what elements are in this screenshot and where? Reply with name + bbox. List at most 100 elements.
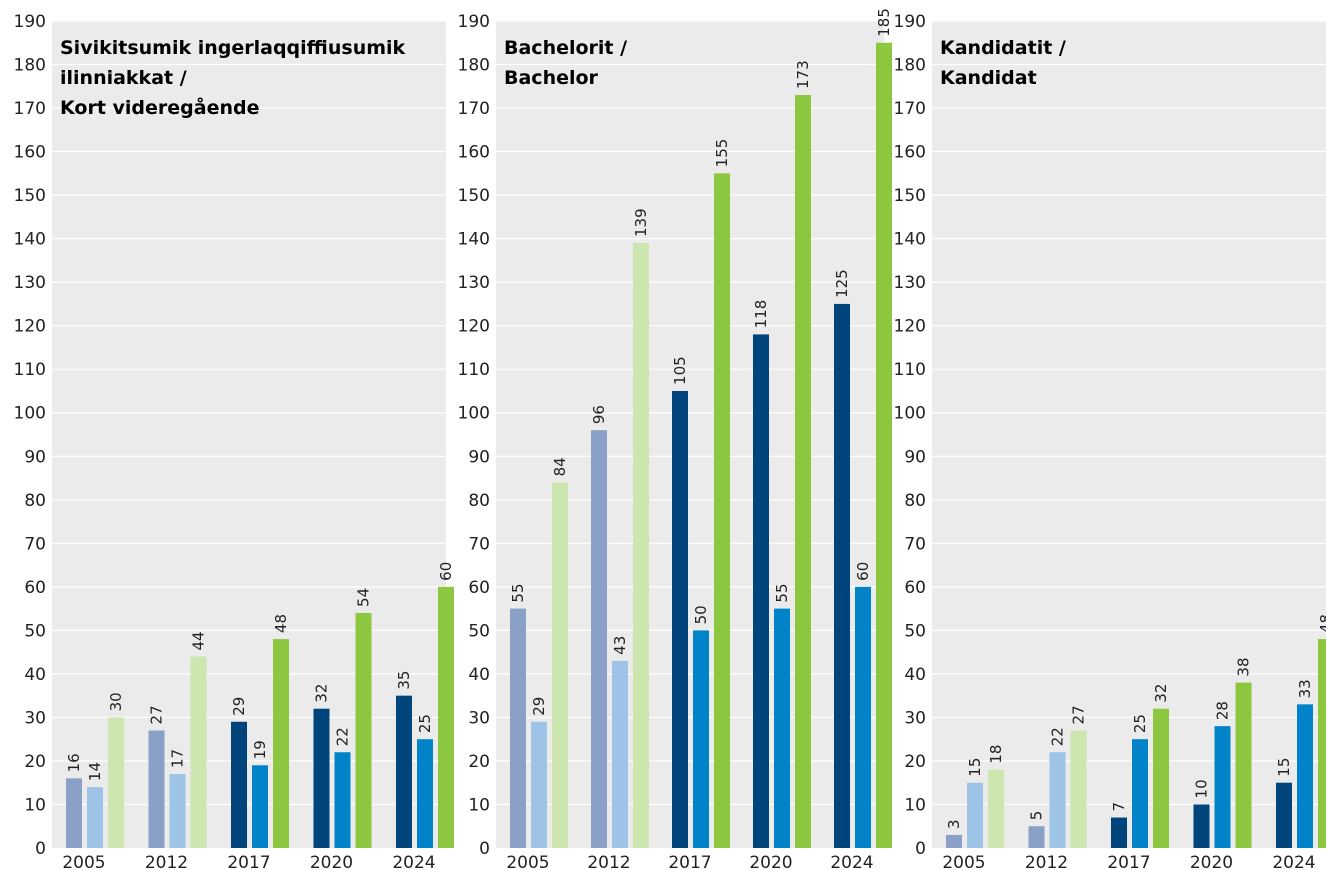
value-label: 43 [611,636,629,655]
bar [273,639,289,848]
bar [1028,826,1045,848]
y-tick-label: 0 [35,839,46,859]
y-tick-label: 170 [894,99,926,119]
y-tick-label: 170 [458,99,490,119]
y-tick-label: 160 [458,143,490,163]
bar [66,778,82,848]
value-label: 48 [272,614,290,633]
bar [190,656,207,848]
value-label: 17 [169,749,187,768]
y-tick-label: 20 [24,752,46,772]
y-tick-label: 40 [904,665,926,685]
x-tick-label: 2020 [1190,853,1233,870]
y-tick-label: 180 [458,56,490,76]
bar [438,586,454,848]
y-tick-label: 120 [458,317,490,337]
bar [169,774,186,848]
value-label: 32 [1152,684,1170,703]
bar [87,787,103,848]
chart-title: Sivikitsumik ingerlaqqiffiusumik [60,37,406,59]
y-tick-label: 140 [458,230,490,250]
bar [1297,704,1313,848]
value-label: 27 [148,705,166,724]
bar [355,612,372,848]
bar [252,765,268,848]
bar [1132,739,1148,848]
value-label: 18 [987,745,1005,764]
y-tick-label: 160 [14,143,46,163]
y-tick-label: 90 [24,447,46,467]
chart-panel-1: 0 10 20 30 40 50 60 70 80 90 100 110 120 130 140 150 160… [14,12,455,870]
bar [531,721,547,848]
y-tick-label: 60 [468,578,490,598]
bar [1193,804,1210,848]
bar [693,630,709,848]
y-tick-label: 130 [14,273,46,293]
x-tick-label: 2012 [1025,853,1068,870]
y-tick-label: 110 [894,360,926,380]
x-tick-label: 2024 [830,853,873,870]
value-label: 48 [1317,614,1326,633]
x-tick-label: 2024 [392,853,435,870]
y-tick-label: 130 [458,273,490,293]
y-tick-label: 190 [14,12,46,32]
plot-area [52,21,446,848]
y-tick-label: 70 [24,534,46,554]
y-tick-label: 60 [24,578,46,598]
value-label: 155 [713,139,731,168]
y-tick-label: 180 [14,56,46,76]
bar [591,430,607,848]
bar [714,173,730,848]
y-tick-label: 80 [24,491,46,511]
bar [1070,730,1087,848]
bar [633,242,649,849]
value-label: 55 [773,584,791,603]
y-tick-label: 30 [468,708,490,728]
bar [1318,639,1326,848]
value-label: 25 [1131,714,1149,733]
value-label: 3 [945,819,963,829]
x-tick-label: 2005 [62,853,105,870]
y-tick-label: 100 [458,404,490,424]
value-label: 30 [107,692,125,711]
y-tick-label: 80 [468,491,490,511]
bar [774,608,790,848]
chart-title: Kandidatit / [940,37,1066,59]
y-tick-label: 160 [894,143,926,163]
value-label: 15 [966,758,984,777]
y-tick-label: 100 [894,404,926,424]
y-tick-label: 10 [24,795,46,815]
chart-panel-3: 0 10 20 30 40 50 60 70 80 90 100 110 120 130 140 150 160… [894,12,1326,870]
value-label: 25 [416,714,434,733]
y-tick-label: 100 [14,404,46,424]
bar [753,334,769,848]
bar [334,752,351,848]
y-tick-label: 150 [894,186,926,206]
value-label: 139 [632,208,650,237]
bar [1049,752,1066,848]
y-tick-label: 0 [915,839,926,859]
y-tick-label: 190 [458,12,490,32]
bar [510,608,526,848]
y-tick-label: 20 [904,752,926,772]
x-tick-label: 2020 [749,853,792,870]
y-tick-label: 70 [904,534,926,554]
value-label: 29 [530,697,548,716]
value-label: 15 [1275,758,1293,777]
y-tick-label: 120 [14,317,46,337]
y-tick-label: 30 [904,708,926,728]
value-label: 173 [794,60,812,89]
bar [1111,817,1127,848]
bar [1276,782,1292,848]
value-label: 125 [833,269,851,298]
y-tick-label: 150 [458,186,490,206]
y-tick-label: 90 [468,447,490,467]
value-label: 16 [65,753,83,772]
x-tick-label: 2017 [227,853,270,870]
y-tick-label: 0 [479,839,490,859]
value-label: 60 [854,562,872,581]
value-label: 33 [1296,679,1314,698]
value-label: 32 [313,684,331,703]
value-label: 35 [395,671,413,690]
